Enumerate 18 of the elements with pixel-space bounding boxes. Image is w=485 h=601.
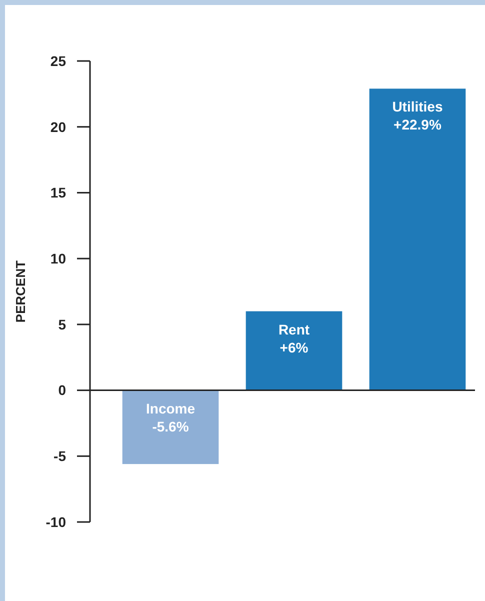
data-label: +22.9% [394, 116, 442, 133]
y-tick-label: 25 [50, 52, 66, 69]
y-tick-label: -10 [46, 514, 66, 530]
bar [122, 390, 219, 464]
bar [369, 88, 466, 390]
y-tick-label: 20 [50, 118, 66, 135]
x-tick-label: Rent [278, 321, 310, 338]
x-tick-label: Utilities [392, 98, 443, 115]
y-tick-label: -5 [54, 448, 66, 464]
data-label: -5.6% [152, 418, 190, 434]
y-tick-label: 10 [50, 250, 66, 266]
y-tick-label: 0 [58, 382, 66, 398]
y-axis-title: PERCENT [13, 260, 28, 323]
y-tick-label: 15 [50, 184, 66, 201]
bar [246, 311, 342, 390]
data-label: +6% [280, 339, 309, 356]
y-tick-label: 5 [58, 316, 66, 332]
x-tick-label: Income [146, 400, 196, 416]
